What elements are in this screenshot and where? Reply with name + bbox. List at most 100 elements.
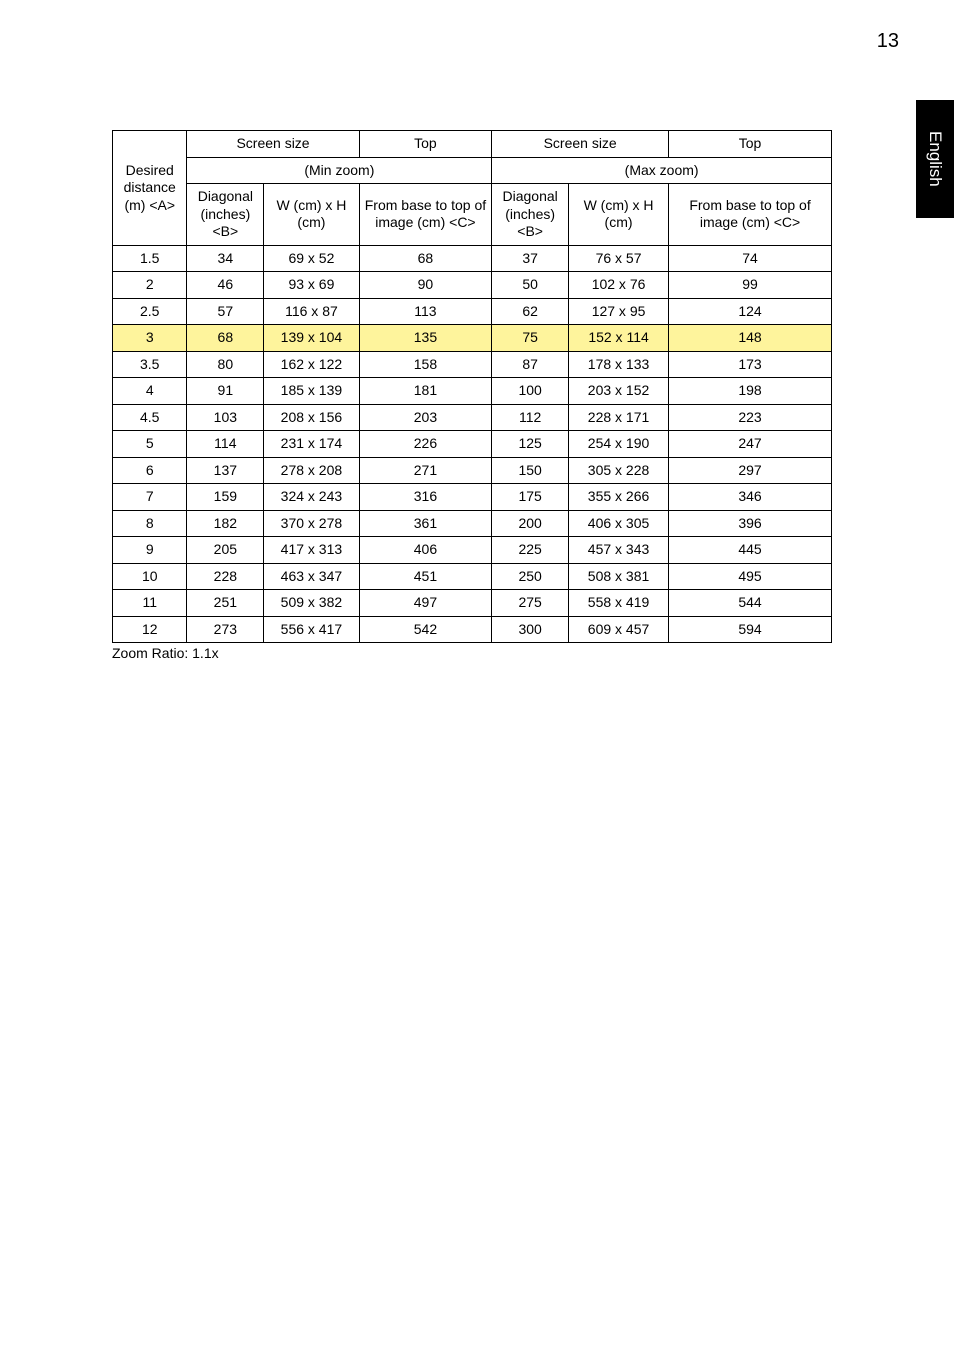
table-cell: 148 [669,325,832,352]
table-cell: 12 [113,616,187,643]
table-cell: 57 [187,298,264,325]
table-cell: 451 [359,563,492,590]
table-cell: 159 [187,484,264,511]
table-row: 7159324 x 243316175355 x 266346 [113,484,832,511]
table-row: 9205417 x 313406225457 x 343445 [113,537,832,564]
table-cell: 76 x 57 [569,245,669,272]
table-cell: 316 [359,484,492,511]
th-wh-max: W (cm) x H (cm) [569,184,669,246]
th-min-zoom: (Min zoom) [187,157,492,184]
table-cell: 90 [359,272,492,299]
table-cell: 278 x 208 [264,457,359,484]
table-cell: 8 [113,510,187,537]
table-cell: 544 [669,590,832,617]
table-cell: 346 [669,484,832,511]
th-screen-size-max: Screen size [492,131,669,158]
table-cell: 225 [492,537,569,564]
table-cell: 10 [113,563,187,590]
table-cell: 34 [187,245,264,272]
table-header: Desired distance (m) <A> Screen size Top… [113,131,832,246]
table-cell: 508 x 381 [569,563,669,590]
table-cell: 251 [187,590,264,617]
table-cell: 273 [187,616,264,643]
table-cell: 7 [113,484,187,511]
table-cell: 175 [492,484,569,511]
table-cell: 203 [359,404,492,431]
th-max-zoom: (Max zoom) [492,157,832,184]
th-diag-min: Diagonal (inches) <B> [187,184,264,246]
table-cell: 3.5 [113,351,187,378]
table-body: 1.53469 x 52683776 x 577424693 x 6990501… [113,245,832,643]
language-tab: English [916,100,954,218]
table-row: 368139 x 10413575152 x 114148 [113,325,832,352]
table-cell: 445 [669,537,832,564]
table-cell: 152 x 114 [569,325,669,352]
table-cell: 1.5 [113,245,187,272]
table-cell: 37 [492,245,569,272]
table-cell: 208 x 156 [264,404,359,431]
table-cell: 396 [669,510,832,537]
table-cell: 103 [187,404,264,431]
table-cell: 74 [669,245,832,272]
table-cell: 250 [492,563,569,590]
table-cell: 139 x 104 [264,325,359,352]
th-wh-min: W (cm) x H (cm) [264,184,359,246]
table-cell: 254 x 190 [569,431,669,458]
table-cell: 200 [492,510,569,537]
table-cell: 355 x 266 [569,484,669,511]
table-cell: 125 [492,431,569,458]
table-cell: 2 [113,272,187,299]
table-cell: 173 [669,351,832,378]
table-cell: 93 x 69 [264,272,359,299]
th-desired-distance: Desired distance (m) <A> [113,131,187,246]
table-cell: 185 x 139 [264,378,359,405]
table-cell: 102 x 76 [569,272,669,299]
table-cell: 99 [669,272,832,299]
table-cell: 609 x 457 [569,616,669,643]
table-row: 5114231 x 174226125254 x 190247 [113,431,832,458]
table-cell: 203 x 152 [569,378,669,405]
table-cell: 226 [359,431,492,458]
table-row: 491185 x 139181100203 x 152198 [113,378,832,405]
table-cell: 556 x 417 [264,616,359,643]
table-cell: 182 [187,510,264,537]
table-cell: 100 [492,378,569,405]
table-cell: 205 [187,537,264,564]
table-cell: 4 [113,378,187,405]
table-cell: 75 [492,325,569,352]
th-diag-max: Diagonal (inches) <B> [492,184,569,246]
table-cell: 406 x 305 [569,510,669,537]
table-cell: 406 [359,537,492,564]
table-row: 10228463 x 347451250508 x 381495 [113,563,832,590]
table-cell: 271 [359,457,492,484]
table-cell: 223 [669,404,832,431]
projection-table: Desired distance (m) <A> Screen size Top… [112,130,832,643]
table-row: 2.557116 x 8711362127 x 95124 [113,298,832,325]
table-cell: 68 [187,325,264,352]
table-cell: 361 [359,510,492,537]
table-cell: 417 x 313 [264,537,359,564]
table-cell: 300 [492,616,569,643]
table-cell: 305 x 228 [569,457,669,484]
table-cell: 228 [187,563,264,590]
table-row: 11251509 x 382497275558 x 419544 [113,590,832,617]
table-row: 1.53469 x 52683776 x 5774 [113,245,832,272]
table-cell: 162 x 122 [264,351,359,378]
table-cell: 370 x 278 [264,510,359,537]
table-cell: 158 [359,351,492,378]
table-cell: 11 [113,590,187,617]
table-row: 8182370 x 278361200406 x 305396 [113,510,832,537]
th-frombase-max: From base to top of image (cm) <C> [669,184,832,246]
table-cell: 137 [187,457,264,484]
table-cell: 594 [669,616,832,643]
table-row: 6137278 x 208271150305 x 228297 [113,457,832,484]
table-cell: 3 [113,325,187,352]
table-cell: 181 [359,378,492,405]
table-cell: 68 [359,245,492,272]
table-cell: 198 [669,378,832,405]
table-cell: 178 x 133 [569,351,669,378]
table-row: 12273556 x 417542300609 x 457594 [113,616,832,643]
table-cell: 127 x 95 [569,298,669,325]
table-cell: 495 [669,563,832,590]
table-cell: 228 x 171 [569,404,669,431]
